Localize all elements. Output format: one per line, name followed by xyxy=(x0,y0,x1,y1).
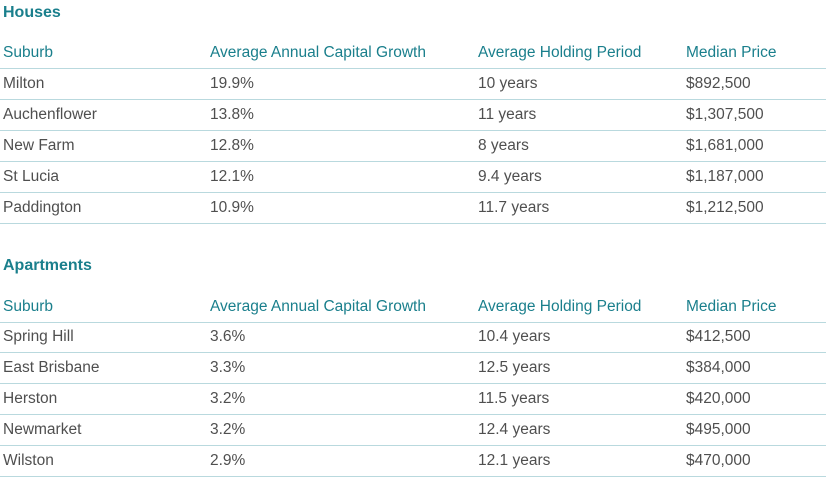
table-row: East Brisbane 3.3% 12.5 years $384,000 xyxy=(0,353,826,384)
holding-period-cell: 12.4 years xyxy=(478,421,551,438)
column-header-suburb: Suburb xyxy=(3,298,53,315)
suburb-cell: Wilston xyxy=(3,452,54,469)
suburb-cell: Auchenflower xyxy=(3,106,97,123)
table-row: Spring Hill 3.6% 10.4 years $412,500 xyxy=(0,322,826,353)
median-price-cell: $412,500 xyxy=(686,328,751,345)
holding-period-cell: 11.5 years xyxy=(478,390,550,407)
capital-growth-cell: 10.9% xyxy=(210,199,254,216)
table-row: Paddington 10.9% 11.7 years $1,212,500 xyxy=(0,193,826,224)
suburb-cell: St Lucia xyxy=(3,168,60,185)
median-price-cell: $892,500 xyxy=(686,75,751,92)
table-row: Wilston 2.9% 12.1 years $470,000 xyxy=(0,446,826,477)
holding-period-cell: 12.5 years xyxy=(478,359,551,376)
median-price-cell: $470,000 xyxy=(686,452,751,469)
holding-period-cell: 11.7 years xyxy=(478,199,550,216)
column-header-median-price: Median Price xyxy=(686,44,777,61)
holding-period-cell: 10 years xyxy=(478,75,538,92)
suburb-cell: Paddington xyxy=(3,199,82,216)
table-row: Milton 19.9% 10 years $892,500 xyxy=(0,69,826,100)
median-price-cell: $495,000 xyxy=(686,421,751,438)
capital-growth-cell: 3.2% xyxy=(210,390,246,407)
holding-period-cell: 9.4 years xyxy=(478,168,542,185)
capital-growth-cell: 12.8% xyxy=(210,137,254,154)
holding-period-cell: 10.4 years xyxy=(478,328,551,345)
suburb-cell: Milton xyxy=(3,75,45,92)
median-price-cell: $384,000 xyxy=(686,359,751,376)
houses-section-title: Houses xyxy=(3,4,61,21)
table-row: St Lucia 12.1% 9.4 years $1,187,000 xyxy=(0,162,826,193)
capital-growth-cell: 3.3% xyxy=(210,359,246,376)
suburb-cell: Newmarket xyxy=(3,421,82,438)
column-header-capital-growth: Average Annual Capital Growth xyxy=(210,44,426,61)
apartments-header-row: Suburb Average Annual Capital Growth Ave… xyxy=(0,292,826,323)
capital-growth-cell: 13.8% xyxy=(210,106,254,123)
suburb-cell: Spring Hill xyxy=(3,328,74,345)
median-price-cell: $1,307,500 xyxy=(686,106,764,123)
median-price-cell: $420,000 xyxy=(686,390,751,407)
holding-period-cell: 8 years xyxy=(478,137,529,154)
column-header-median-price: Median Price xyxy=(686,298,777,315)
table-row: Auchenflower 13.8% 11 years $1,307,500 xyxy=(0,100,826,131)
column-header-suburb: Suburb xyxy=(3,44,53,61)
table-row: Herston 3.2% 11.5 years $420,000 xyxy=(0,384,826,415)
table-row: New Farm 12.8% 8 years $1,681,000 xyxy=(0,131,826,162)
column-header-capital-growth: Average Annual Capital Growth xyxy=(210,298,426,315)
capital-growth-cell: 3.6% xyxy=(210,328,246,345)
median-price-cell: $1,681,000 xyxy=(686,137,764,154)
suburb-cell: Herston xyxy=(3,390,58,407)
capital-growth-cell: 19.9% xyxy=(210,75,254,92)
capital-growth-cell: 12.1% xyxy=(210,168,254,185)
suburb-cell: East Brisbane xyxy=(3,359,100,376)
capital-growth-cell: 2.9% xyxy=(210,452,246,469)
suburb-cell: New Farm xyxy=(3,137,75,154)
column-header-holding-period: Average Holding Period xyxy=(478,44,642,61)
median-price-cell: $1,212,500 xyxy=(686,199,764,216)
table-row: Newmarket 3.2% 12.4 years $495,000 xyxy=(0,415,826,446)
median-price-cell: $1,187,000 xyxy=(686,168,764,185)
houses-header-row: Suburb Average Annual Capital Growth Ave… xyxy=(0,38,826,69)
apartments-section-title: Apartments xyxy=(3,257,92,274)
column-header-holding-period: Average Holding Period xyxy=(478,298,642,315)
capital-growth-cell: 3.2% xyxy=(210,421,246,438)
holding-period-cell: 11 years xyxy=(478,106,537,123)
holding-period-cell: 12.1 years xyxy=(478,452,551,469)
